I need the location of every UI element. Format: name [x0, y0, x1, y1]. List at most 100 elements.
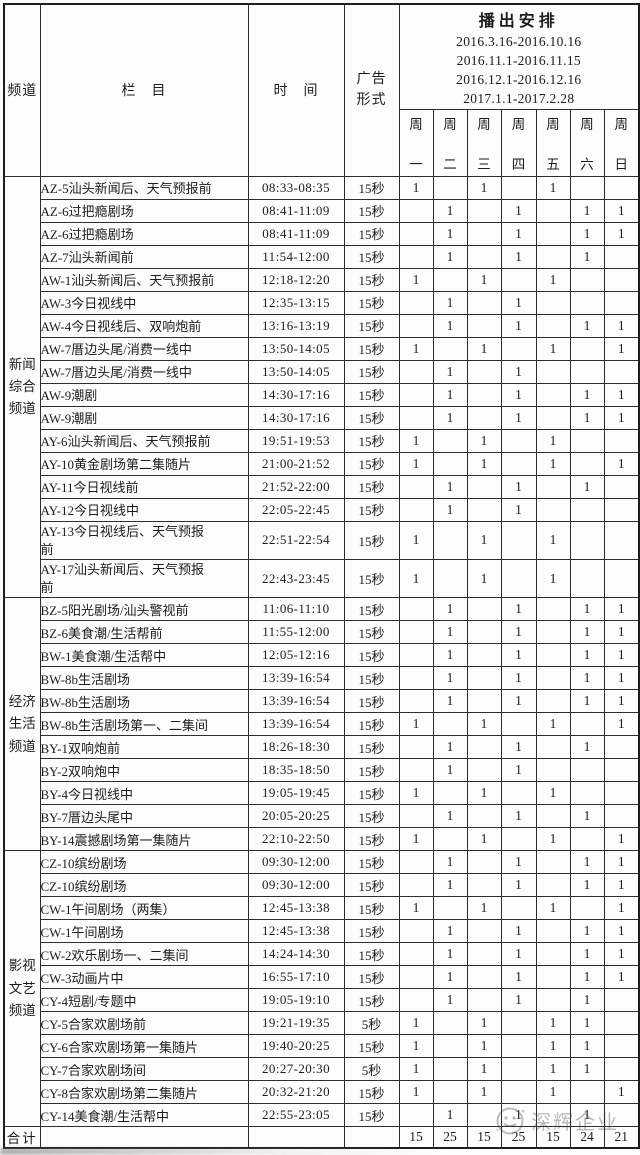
day-value-cell: 1: [500, 221, 537, 246]
schedule-row: 经济 生活 频道 BZ-5阳光剧场/汕头警视前 11:06-11:10 15秒 1 1 1 1: [3, 597, 640, 852]
day-value-cell: 1: [398, 896, 434, 921]
program-cell: AZ-5汕头新闻后、天气预报前: [39, 175, 249, 200]
day-value-cell: [603, 244, 640, 269]
day-value-cell: [398, 689, 434, 714]
schedule-title: 播出安排: [478, 13, 559, 30]
fmt-cell: 15秒: [343, 558, 400, 599]
day-value-cell: [432, 175, 468, 200]
day-value-cell: [466, 1103, 502, 1128]
day-value-cell: 1: [432, 758, 468, 783]
fmt-cell: 15秒: [343, 1034, 400, 1059]
day-value-cell: 1: [500, 735, 537, 760]
schedule-row: CW-2欢乐剧场一、二集间 14:24-14:30 15秒 1 1 1 1: [4, 942, 640, 967]
program-cell: CW-3动画片中: [39, 965, 249, 990]
time-cell: 13:39-16:54: [247, 689, 345, 714]
fmt-cell: 15秒: [343, 896, 400, 921]
day-value-cell: 1: [432, 221, 468, 246]
day-value-cell: [398, 405, 434, 430]
day-value-cell: 1: [500, 689, 537, 714]
day-value-cell: 1: [432, 643, 468, 668]
day-value-cell: 1: [432, 198, 468, 223]
day-value-cell: 1: [466, 712, 502, 737]
time-cell: 08:41-11:09: [247, 198, 345, 223]
day-value-cell: [398, 620, 434, 645]
fmt-cell: 15秒: [343, 382, 400, 407]
day-value-cell: [466, 850, 502, 875]
col-header-program: 栏 目: [39, 3, 249, 177]
program-cell: AW-1汕头新闻后、天气预报前: [39, 267, 249, 292]
weekday-char: 日: [614, 156, 629, 172]
total-empty-time: [247, 1126, 345, 1149]
day-value-cell: 1: [500, 758, 537, 783]
fmt-cell: 15秒: [343, 198, 400, 223]
day-value-cell: 1: [569, 735, 605, 760]
program-cell: CW-1午间剧场（两集）: [39, 896, 249, 921]
day-value-cell: [432, 428, 468, 453]
day-value-cell: 1: [398, 827, 434, 852]
broadcast-schedule-table: 频道 栏 目 时 间 广告 形式 播出安排 2016.3.16-2016.10.…: [3, 3, 640, 1150]
program-cell: CY-4短剧/专题中: [39, 988, 249, 1013]
day-value-cell: [569, 520, 605, 561]
day-value-cell: 1: [569, 244, 605, 269]
day-value-cell: [603, 1011, 640, 1036]
day-value-cell: 1: [398, 428, 434, 453]
day-value-cell: [500, 896, 537, 921]
weekday-header-2: 周二: [432, 108, 468, 177]
fmt-cell: 15秒: [343, 804, 400, 829]
weekday-char: 周: [443, 116, 457, 132]
time-cell: 12:45-13:38: [247, 896, 345, 921]
day-value-cell: 1: [569, 919, 605, 944]
fmt-cell: 15秒: [343, 1103, 400, 1128]
day-value-cell: [466, 873, 502, 898]
program-cell: BY-4今日视线中: [39, 781, 249, 806]
time-cell: 22:10-22:50: [247, 827, 345, 852]
day-value-cell: 1: [569, 804, 605, 829]
day-value-cell: 1: [466, 1057, 502, 1082]
schedule-row: AW-9潮剧 14:30-17:16 15秒 1 1 1 1: [4, 405, 640, 430]
day-value-cell: [466, 382, 502, 407]
program-cell: CW-1午间剧场: [39, 919, 249, 944]
day-value-cell: [466, 758, 502, 783]
day-value-cell: 1: [500, 313, 537, 338]
program-cell: BW-8b生活剧场: [39, 666, 249, 691]
schedule-row: BY-7厝边头尾中 20:05-20:25 15秒 1 1 1: [4, 804, 640, 829]
day-value-cell: 1: [466, 428, 502, 453]
schedule-date-range: 2017.1.1-2017.2.28: [463, 91, 575, 107]
total-value-cell: 25: [432, 1126, 468, 1149]
schedule-row: CW-3动画片中 16:55-17:10 15秒 1 1 1 1: [4, 965, 640, 990]
day-value-cell: [466, 474, 502, 499]
day-value-cell: [500, 1057, 537, 1082]
day-value-cell: 1: [500, 942, 537, 967]
program-cell: AW-7厝边头尾/消费一线中: [39, 359, 249, 384]
day-value-cell: [535, 735, 571, 760]
day-value-cell: [603, 1057, 640, 1082]
day-value-cell: [398, 497, 434, 522]
schedule-row: AW-7厝边头尾/消费一线中 13:50-14:05 15秒 1 1 1 1: [4, 336, 640, 361]
total-empty-program: [39, 1126, 249, 1149]
day-value-cell: 1: [603, 643, 640, 668]
day-value-cell: [603, 758, 640, 783]
day-value-cell: [535, 942, 571, 967]
day-value-cell: [432, 558, 468, 599]
day-value-cell: [398, 643, 434, 668]
weekday-char: 六: [580, 156, 594, 172]
day-value-cell: 1: [535, 520, 571, 561]
day-value-cell: [603, 267, 640, 292]
time-cell: 13:50-14:05: [247, 359, 345, 384]
day-value-cell: 1: [603, 896, 640, 921]
time-cell: 08:33-08:35: [247, 175, 345, 200]
day-value-cell: 1: [569, 405, 605, 430]
program-cell: CY-14美食潮/生活帮中: [39, 1103, 249, 1128]
program-cell: CY-5合家欢剧场前: [39, 1011, 249, 1036]
day-value-cell: [500, 175, 537, 200]
fmt-cell: 15秒: [343, 620, 400, 645]
weekday-header-7: 周日: [603, 108, 640, 177]
day-value-cell: [432, 451, 468, 476]
day-value-cell: [535, 382, 571, 407]
day-value-cell: [466, 689, 502, 714]
day-value-cell: [466, 221, 502, 246]
day-value-cell: [535, 597, 571, 622]
day-value-cell: [466, 666, 502, 691]
fmt-cell: 15秒: [343, 965, 400, 990]
day-value-cell: 1: [432, 359, 468, 384]
